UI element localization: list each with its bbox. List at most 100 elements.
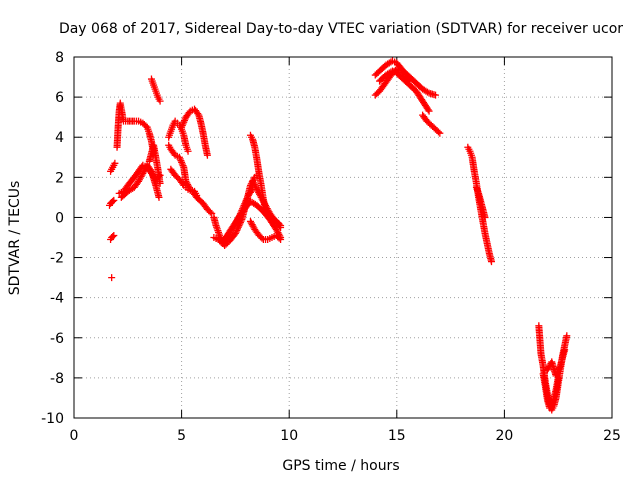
data-points (106, 57, 571, 414)
series-arc-t (371, 57, 440, 99)
data-point (270, 223, 278, 231)
data-point (169, 168, 177, 176)
data-point (397, 73, 405, 81)
y-tick-label: 6 (55, 90, 64, 106)
data-point (467, 151, 475, 159)
data-point (179, 162, 187, 170)
data-point (156, 178, 164, 186)
data-point (166, 143, 174, 151)
y-tick-label: -8 (50, 371, 64, 387)
series-arc-u (376, 67, 433, 115)
data-point (373, 90, 381, 98)
data-point (373, 70, 381, 78)
data-point (251, 182, 259, 190)
data-point (197, 197, 205, 205)
data-point (410, 77, 418, 85)
data-point (382, 78, 390, 86)
y-tick-label: -6 (50, 331, 64, 347)
data-point (554, 376, 562, 384)
data-point (184, 110, 192, 118)
data-point (178, 123, 186, 131)
data-point (147, 136, 155, 144)
x-tick-label: 25 (603, 428, 621, 444)
data-point (149, 79, 157, 87)
data-point (179, 180, 187, 188)
data-point (128, 176, 136, 184)
data-point (183, 145, 191, 153)
data-point (465, 145, 473, 153)
series-arc-z (539, 370, 562, 412)
data-point (145, 164, 153, 172)
data-point (424, 119, 432, 127)
grid-lines (74, 57, 612, 418)
y-tick-label: -4 (50, 291, 64, 307)
data-point (560, 347, 568, 355)
data-point (111, 159, 119, 167)
series-arc-f (117, 161, 163, 201)
data-point (385, 69, 393, 77)
series-arc-a (107, 231, 118, 244)
data-point (549, 396, 557, 404)
data-point (243, 195, 251, 203)
data-point (155, 95, 163, 103)
series-arc-r (249, 177, 285, 231)
data-point (168, 123, 176, 131)
series-arc-o (221, 197, 285, 244)
data-point (182, 176, 190, 184)
data-point (248, 133, 256, 141)
series-arc-p (246, 217, 285, 244)
data-point (253, 228, 261, 236)
data-point (233, 226, 241, 234)
series-arc-l (178, 105, 211, 159)
data-point (275, 234, 283, 242)
data-point (553, 370, 561, 378)
data-point (266, 235, 274, 243)
data-point (212, 220, 220, 228)
data-point (178, 158, 186, 166)
data-point (264, 206, 272, 214)
data-point (238, 208, 246, 216)
series-arc-x (472, 183, 489, 221)
data-point (205, 207, 213, 215)
data-point (556, 364, 564, 372)
data-point (169, 148, 177, 156)
data-point (182, 140, 190, 148)
data-point (562, 333, 570, 341)
data-point (379, 63, 387, 71)
data-point (201, 140, 209, 148)
data-point (416, 83, 424, 91)
data-point (153, 91, 161, 99)
data-point (258, 234, 266, 242)
series-arc-b (106, 196, 118, 209)
data-point (485, 248, 493, 256)
data-point (555, 365, 563, 373)
data-point (137, 118, 145, 126)
data-point (260, 198, 268, 206)
y-tick-label: 2 (55, 170, 64, 186)
data-point (108, 274, 116, 282)
data-point (173, 173, 181, 181)
y-tick-label: -10 (41, 411, 64, 427)
data-point (403, 79, 411, 87)
data-point (483, 238, 491, 246)
data-point (433, 127, 441, 135)
data-point (422, 87, 430, 95)
data-point (178, 178, 186, 186)
series-arc-h (147, 75, 164, 105)
data-point (177, 157, 185, 165)
series-arc-v (419, 111, 444, 137)
data-point (423, 104, 431, 112)
series-arc-lone (108, 274, 116, 282)
data-point (193, 108, 201, 116)
chart-title: Day 068 of 2017, Sidereal Day-to-day VTE… (59, 21, 623, 37)
data-point (197, 118, 205, 126)
data-point (166, 129, 174, 137)
data-point (249, 222, 257, 230)
series-arc-k (167, 165, 216, 217)
data-point (110, 231, 118, 239)
data-point (201, 202, 209, 210)
data-point (199, 128, 207, 136)
data-point (424, 106, 432, 114)
